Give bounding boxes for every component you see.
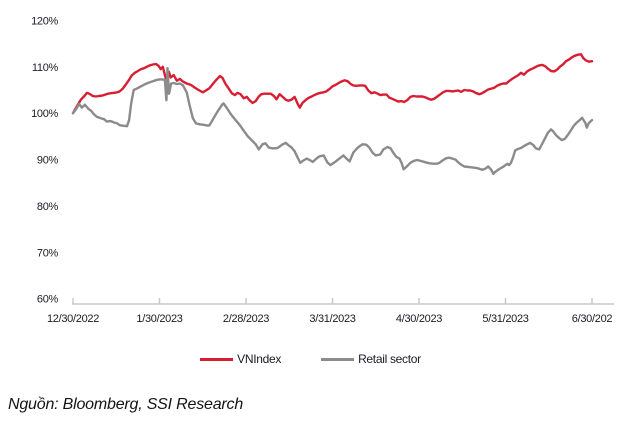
vnindex-line-swatch <box>200 357 234 361</box>
legend-item-vnindex: VNIndex <box>200 352 281 366</box>
legend-item-retail-sector: Retail sector <box>321 352 421 366</box>
x-axis-tick-label: 6/30/202 <box>572 313 613 325</box>
vnindex-legend-label: VNIndex <box>237 352 282 366</box>
y-axis-tick-label: 120% <box>31 15 58 27</box>
series-line-vnindex <box>71 53 594 115</box>
y-axis-tick-label: 80% <box>37 201 59 213</box>
retail-sector-line-swatch <box>321 357 355 361</box>
chart-legend: VNIndex Retail sector <box>0 352 621 366</box>
x-axis-tick-label: 5/31/2023 <box>482 313 528 325</box>
y-axis-tick-label: 60% <box>37 294 59 306</box>
x-axis-tick-label: 3/31/2023 <box>309 313 355 325</box>
x-axis-tick-label: 4/30/2023 <box>396 313 442 325</box>
retail-sector-legend-label: Retail sector <box>358 352 421 366</box>
series-line-retail-sector <box>71 66 594 176</box>
x-axis-tick-label: 2/28/2023 <box>223 313 269 325</box>
line-chart: 120% 110% 100% 90% 80% 70% 60% 12/30/2022 1/30/2… <box>31 15 614 325</box>
source-note: Nguồn: Bloomberg, SSI Research <box>8 396 244 413</box>
x-axis-tick-label: 12/30/2022 <box>47 313 99 325</box>
x-axis-tick-label: 1/30/2023 <box>136 313 182 325</box>
y-axis-tick-label: 110% <box>32 62 59 74</box>
y-axis-tick-label: 70% <box>37 247 59 259</box>
y-axis-tick-label: 90% <box>37 155 59 167</box>
y-axis-tick-label: 100% <box>31 108 58 120</box>
